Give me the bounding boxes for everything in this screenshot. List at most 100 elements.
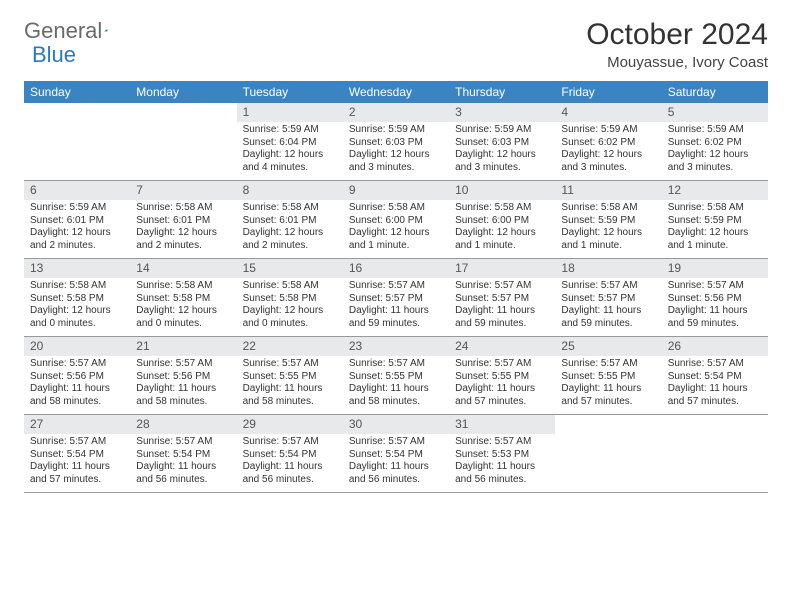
- sunrise: Sunrise: 5:58 AM: [243, 280, 337, 293]
- day-31: 31 Sunrise: 5:57 AMSunset: 5:53 PMDayligh…: [449, 415, 555, 493]
- sunrise: Sunrise: 5:59 AM: [455, 124, 549, 137]
- day-number: 19: [662, 259, 768, 278]
- sunrise: Sunrise: 5:57 AM: [455, 436, 549, 449]
- daylight: Daylight: 12 hours and 1 minute.: [349, 227, 443, 252]
- day-number: 29: [237, 415, 343, 434]
- sunset: Sunset: 5:54 PM: [349, 449, 443, 462]
- sunset: Sunset: 6:01 PM: [30, 215, 124, 228]
- daylight: Daylight: 12 hours and 2 minutes.: [30, 227, 124, 252]
- day-body: Sunrise: 5:57 AMSunset: 5:57 PMDaylight:…: [555, 278, 661, 336]
- day-number: 24: [449, 337, 555, 356]
- sunrise: Sunrise: 5:58 AM: [561, 202, 655, 215]
- week-row: 6Sunrise: 5:59 AMSunset: 6:01 PMDaylight…: [24, 181, 768, 259]
- day-11: 11Sunrise: 5:58 AMSunset: 5:59 PMDayligh…: [555, 181, 661, 259]
- day-number: 31: [449, 415, 555, 434]
- sunset: Sunset: 5:57 PM: [561, 293, 655, 306]
- dow-friday: Friday: [555, 81, 661, 103]
- sunset: Sunset: 6:03 PM: [455, 137, 549, 150]
- sunrise: Sunrise: 5:57 AM: [455, 280, 549, 293]
- sunrise: Sunrise: 5:59 AM: [243, 124, 337, 137]
- day-body: Sunrise: 5:58 AMSunset: 5:59 PMDaylight:…: [555, 200, 661, 258]
- day-2: 2Sunrise: 5:59 AMSunset: 6:03 PMDaylight…: [343, 103, 449, 181]
- day-number: 26: [662, 337, 768, 356]
- day-body: Sunrise: 5:58 AMSunset: 6:01 PMDaylight:…: [237, 200, 343, 258]
- brand-part2: Blue: [32, 42, 76, 68]
- day-number: 8: [237, 181, 343, 200]
- sunrise: Sunrise: 5:57 AM: [30, 436, 124, 449]
- day-number: 10: [449, 181, 555, 200]
- sunset: Sunset: 5:58 PM: [30, 293, 124, 306]
- daylight: Daylight: 11 hours and 58 minutes.: [243, 383, 337, 408]
- day-29: 29Sunrise: 5:57 AMSunset: 5:54 PMDayligh…: [237, 415, 343, 493]
- daylight: Daylight: 12 hours and 3 minutes.: [349, 149, 443, 174]
- day-body: Sunrise: 5:57 AMSunset: 5:55 PMDaylight:…: [343, 356, 449, 414]
- title-block: October 2024 Mouyassue, Ivory Coast: [586, 18, 768, 71]
- brand-logo: General: [24, 18, 124, 44]
- sunset: Sunset: 6:01 PM: [136, 215, 230, 228]
- week-row: 13Sunrise: 5:58 AMSunset: 5:58 PMDayligh…: [24, 259, 768, 337]
- day-body: Sunrise: 5:57 AMSunset: 5:54 PMDaylight:…: [343, 434, 449, 492]
- day-number: 3: [449, 103, 555, 122]
- day-number: 22: [237, 337, 343, 356]
- sunset: Sunset: 5:55 PM: [243, 371, 337, 384]
- sunset: Sunset: 5:59 PM: [668, 215, 762, 228]
- daylight: Daylight: 12 hours and 1 minute.: [455, 227, 549, 252]
- sunrise: Sunrise: 5:57 AM: [349, 280, 443, 293]
- dow-saturday: Saturday: [662, 81, 768, 103]
- day-27: 27Sunrise: 5:57 AMSunset: 5:54 PMDayligh…: [24, 415, 130, 493]
- daylight: Daylight: 11 hours and 59 minutes.: [561, 305, 655, 330]
- day-body: Sunrise: 5:57 AMSunset: 5:55 PMDaylight:…: [237, 356, 343, 414]
- sunset: Sunset: 5:54 PM: [136, 449, 230, 462]
- day-body: Sunrise: 5:57 AMSunset: 5:54 PMDaylight:…: [24, 434, 130, 492]
- day-body: Sunrise: 5:57 AMSunset: 5:54 PMDaylight:…: [130, 434, 236, 492]
- day-6: 6Sunrise: 5:59 AMSunset: 6:01 PMDaylight…: [24, 181, 130, 259]
- day-of-week-header: SundayMondayTuesdayWednesdayThursdayFrid…: [24, 81, 768, 103]
- daylight: Daylight: 11 hours and 57 minutes.: [668, 383, 762, 408]
- brand-part1: General: [24, 18, 102, 44]
- sunset: Sunset: 5:56 PM: [668, 293, 762, 306]
- sunrise: Sunrise: 5:58 AM: [455, 202, 549, 215]
- daylight: Daylight: 12 hours and 0 minutes.: [136, 305, 230, 330]
- day-body: Sunrise: 5:57 AMSunset: 5:55 PMDaylight:…: [449, 356, 555, 414]
- day-8: 8Sunrise: 5:58 AMSunset: 6:01 PMDaylight…: [237, 181, 343, 259]
- week-row: 1Sunrise: 5:59 AMSunset: 6:04 PMDaylight…: [24, 103, 768, 181]
- day-empty: [130, 103, 236, 181]
- daylight: Daylight: 11 hours and 56 minutes.: [349, 461, 443, 486]
- calendar: SundayMondayTuesdayWednesdayThursdayFrid…: [24, 81, 768, 493]
- day-number: 30: [343, 415, 449, 434]
- day-number: 12: [662, 181, 768, 200]
- daylight: Daylight: 12 hours and 4 minutes.: [243, 149, 337, 174]
- daylight: Daylight: 11 hours and 57 minutes.: [30, 461, 124, 486]
- sunset: Sunset: 6:02 PM: [668, 137, 762, 150]
- dow-thursday: Thursday: [449, 81, 555, 103]
- sunrise: Sunrise: 5:57 AM: [243, 358, 337, 371]
- sunrise: Sunrise: 5:57 AM: [561, 358, 655, 371]
- sunrise: Sunrise: 5:57 AM: [136, 358, 230, 371]
- sunset: Sunset: 5:53 PM: [455, 449, 549, 462]
- day-15: 15Sunrise: 5:58 AMSunset: 5:58 PMDayligh…: [237, 259, 343, 337]
- daylight: Daylight: 11 hours and 58 minutes.: [349, 383, 443, 408]
- day-body: Sunrise: 5:59 AMSunset: 6:02 PMDaylight:…: [662, 122, 768, 180]
- sunrise: Sunrise: 5:58 AM: [349, 202, 443, 215]
- day-body: Sunrise: 5:58 AMSunset: 5:59 PMDaylight:…: [662, 200, 768, 258]
- day-number: 20: [24, 337, 130, 356]
- day-body: Sunrise: 5:57 AMSunset: 5:56 PMDaylight:…: [24, 356, 130, 414]
- day-17: 17Sunrise: 5:57 AMSunset: 5:57 PMDayligh…: [449, 259, 555, 337]
- daylight: Daylight: 11 hours and 56 minutes.: [455, 461, 549, 486]
- daylight: Daylight: 12 hours and 0 minutes.: [30, 305, 124, 330]
- month-title: October 2024: [586, 18, 768, 52]
- sunrise: Sunrise: 5:59 AM: [561, 124, 655, 137]
- dow-wednesday: Wednesday: [343, 81, 449, 103]
- daylight: Daylight: 12 hours and 0 minutes.: [243, 305, 337, 330]
- daylight: Daylight: 12 hours and 2 minutes.: [136, 227, 230, 252]
- day-number: 14: [130, 259, 236, 278]
- sunset: Sunset: 6:04 PM: [243, 137, 337, 150]
- day-22: 22Sunrise: 5:57 AMSunset: 5:55 PMDayligh…: [237, 337, 343, 415]
- sunset: Sunset: 5:54 PM: [30, 449, 124, 462]
- day-26: 26Sunrise: 5:57 AMSunset: 5:54 PMDayligh…: [662, 337, 768, 415]
- day-number: 7: [130, 181, 236, 200]
- sunset: Sunset: 5:56 PM: [30, 371, 124, 384]
- day-number: 23: [343, 337, 449, 356]
- brand-triangle-icon: [104, 22, 107, 38]
- sunrise: Sunrise: 5:57 AM: [349, 436, 443, 449]
